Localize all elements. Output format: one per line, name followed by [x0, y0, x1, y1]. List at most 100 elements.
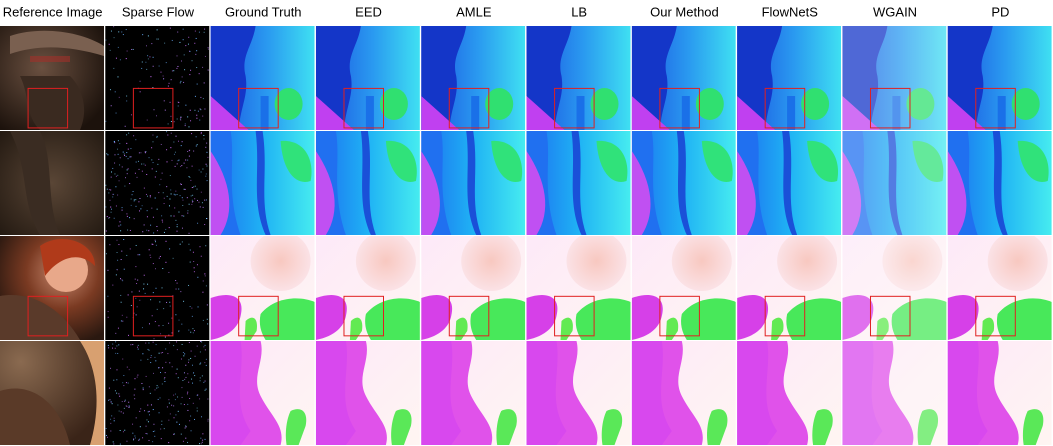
column-header: AMLE: [456, 4, 492, 19]
flow-sample: [126, 96, 127, 97]
flow-sample: [122, 280, 123, 281]
flow-sample: [190, 306, 191, 307]
flow-sample: [171, 215, 172, 216]
flow-sample: [191, 308, 192, 309]
flow-sample: [161, 144, 162, 145]
flow-sample: [182, 200, 183, 201]
flow-sample: [146, 230, 147, 231]
flow-sample: [200, 97, 201, 98]
flow-sample: [185, 428, 186, 429]
flow-sample: [168, 272, 169, 273]
flow-sample: [128, 383, 129, 384]
flow-sample: [161, 424, 162, 425]
flow-sample: [131, 205, 132, 206]
flow-sample: [106, 428, 107, 429]
flow-sample: [190, 416, 191, 417]
flow-sample: [165, 337, 166, 338]
flow-sample: [118, 393, 119, 394]
flow-sample: [118, 140, 119, 141]
flow-sample: [109, 399, 110, 400]
flow-sample: [153, 409, 154, 410]
flow-sample: [150, 357, 151, 358]
flow-sample: [132, 433, 133, 434]
flow-sample: [123, 431, 124, 432]
flow-sample: [157, 385, 158, 386]
flow-sample: [172, 332, 173, 333]
flow-sample: [118, 226, 119, 227]
flow-sample: [125, 177, 126, 178]
flow-sample: [133, 49, 134, 50]
flow-sample: [116, 205, 117, 206]
flow-sample: [206, 152, 207, 153]
flow-sample: [200, 108, 201, 109]
flow-sample: [118, 154, 119, 155]
flow-sample: [115, 390, 116, 391]
flow-sample: [142, 34, 143, 35]
flow-sample: [194, 419, 195, 420]
flow-sample: [177, 194, 178, 195]
flow-sample: [175, 220, 176, 221]
flow-sample: [151, 404, 152, 405]
column-header: FlowNetS: [762, 4, 819, 19]
flow-sample: [188, 37, 189, 38]
flow-sample: [197, 84, 198, 85]
flow-sample: [126, 29, 127, 30]
flow-sample: [150, 76, 151, 77]
flow-sample: [128, 168, 129, 169]
flow-sample: [109, 200, 110, 201]
flow-sample: [160, 179, 161, 180]
flow-sample: [162, 268, 163, 269]
flow-sample: [177, 396, 178, 397]
flow-sample: [135, 266, 136, 267]
flow-image: [737, 341, 841, 445]
flow-sample: [137, 306, 138, 307]
flow-sample: [156, 288, 157, 289]
flow-sample: [111, 209, 112, 210]
flow-sample: [205, 345, 206, 346]
flow-sample: [147, 210, 148, 211]
flow-sample: [111, 105, 112, 106]
flow-sample: [203, 280, 204, 281]
flow-sample: [130, 344, 131, 345]
flow-sample: [128, 149, 129, 150]
flow-sample: [190, 110, 191, 111]
flow-sample: [165, 372, 166, 373]
flow-sample: [179, 42, 180, 43]
flow-sample: [164, 428, 165, 429]
flow-sample: [180, 120, 181, 121]
flow-sample: [142, 437, 143, 438]
flow-sample: [111, 171, 112, 172]
flow-sample: [113, 68, 114, 69]
flow-sample: [151, 355, 152, 356]
flow-sample: [170, 413, 171, 414]
flow-sample: [107, 437, 108, 438]
flow-sample: [180, 195, 181, 196]
flow-sample: [134, 218, 135, 219]
flow-image: [421, 231, 525, 340]
flow-sample: [188, 359, 189, 360]
flow-sample: [193, 261, 194, 262]
flow-sample: [181, 145, 182, 146]
flow-sample: [171, 79, 172, 80]
flow-sample: [105, 206, 106, 207]
cell-background: [105, 341, 209, 445]
flow-sample: [146, 45, 147, 46]
flow-sample: [150, 196, 151, 197]
flow-sample: [107, 270, 108, 271]
flow-sample: [122, 210, 123, 211]
flow-sample: [149, 249, 150, 250]
flow-sample: [119, 396, 120, 397]
flow-sample: [140, 152, 141, 153]
flow-sample: [121, 302, 122, 303]
flow-sample: [197, 410, 198, 411]
flow-sample: [116, 113, 117, 114]
flow-sample: [171, 193, 172, 194]
flow-sample: [181, 165, 182, 166]
flow-sample: [180, 166, 181, 167]
flow-sample: [124, 186, 125, 187]
flow-sample: [135, 173, 136, 174]
flow-sample: [196, 50, 197, 51]
flow-sample: [177, 163, 178, 164]
flow-sample: [153, 373, 154, 374]
flow-sample: [163, 192, 164, 193]
